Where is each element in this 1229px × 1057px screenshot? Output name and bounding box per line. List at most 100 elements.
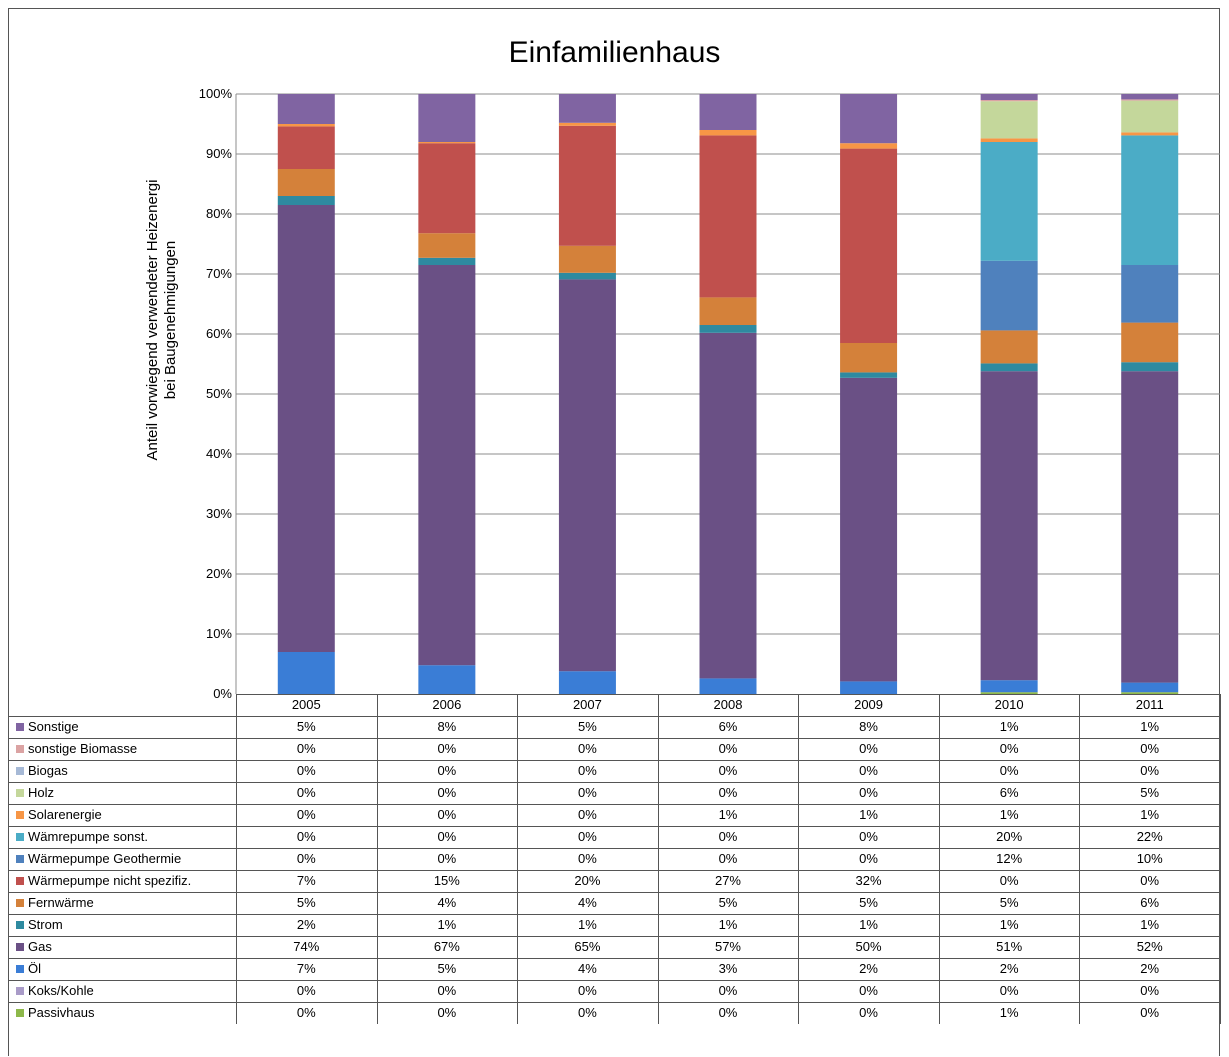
bar-segment (980, 260, 1038, 331)
bar-segment (1121, 135, 1179, 265)
data-label: 0% (437, 983, 457, 998)
bar-segment (840, 372, 898, 378)
legend-entry: Biogas (12, 760, 68, 782)
data-label: 74% (293, 939, 320, 954)
bar-segment (699, 94, 757, 130)
legend-label: Strom (28, 917, 63, 932)
data-label: 0% (718, 1005, 738, 1020)
data-label: 2% (859, 961, 878, 976)
data-label: 5% (296, 719, 316, 734)
bar-segment (1121, 265, 1179, 323)
data-label: 0% (578, 785, 597, 800)
bar-segment (418, 94, 476, 142)
bar-segment (980, 100, 1038, 102)
legend-swatch (16, 854, 24, 863)
bar-segment (558, 125, 616, 246)
legend-label: Solarenergie (28, 807, 102, 822)
legend-entry: Öl (12, 958, 41, 980)
data-label: 0% (437, 763, 457, 778)
bar-segment (980, 330, 1038, 364)
data-label: 52% (1136, 939, 1163, 954)
legend-label: Wärmepumpe Geothermie (28, 851, 182, 866)
data-label: 1% (718, 917, 738, 932)
bar-segment (980, 363, 1038, 372)
data-label: 2% (1140, 961, 1160, 976)
data-label: 0% (859, 983, 878, 998)
data-label: 32% (855, 873, 882, 888)
bar-segment (418, 142, 476, 144)
data-label: 0% (859, 763, 878, 778)
data-label: 0% (718, 829, 738, 844)
legend-label: Koks/Kohle (28, 983, 94, 998)
x-tick-label: 2006 (432, 697, 462, 712)
data-label: 0% (1140, 1005, 1160, 1020)
x-tick-label: 2005 (291, 697, 321, 712)
data-label: 0% (437, 807, 457, 822)
data-label: 1% (999, 917, 1019, 932)
legend-entry: Fernwärme (12, 892, 94, 914)
bar-segment (980, 101, 1038, 139)
bar-segment (558, 279, 616, 672)
data-label: 1% (1140, 807, 1160, 822)
data-label: 0% (1140, 741, 1160, 756)
data-label: 0% (296, 741, 316, 756)
bar-segment (980, 138, 1038, 142)
bar-segment (1121, 322, 1179, 363)
data-label: 2% (296, 917, 316, 932)
bar-segment (277, 169, 335, 196)
x-tick-label: 2009 (854, 697, 884, 712)
data-label: 67% (433, 939, 460, 954)
data-label: 7% (296, 873, 316, 888)
legend-label: Biogas (28, 763, 68, 778)
data-label: 0% (1140, 873, 1160, 888)
chart-title: Einfamilienhaus (508, 36, 721, 69)
legend-entry: Passivhaus (12, 1002, 94, 1024)
data-label: 0% (859, 741, 878, 756)
legend-swatch (16, 722, 24, 731)
data-label: 0% (718, 741, 738, 756)
data-label: 4% (578, 961, 597, 976)
data-label: 12% (996, 851, 1023, 866)
data-label: 0% (999, 741, 1019, 756)
bar-segment (277, 205, 335, 652)
data-label: 51% (996, 939, 1023, 954)
legend-label: Wärmepumpe nicht spezifiz. (28, 873, 192, 888)
legend-label: Gas (28, 939, 52, 954)
data-label: 6% (718, 719, 738, 734)
data-label: 50% (855, 939, 882, 954)
bar-segment (558, 272, 616, 280)
data-label: 6% (1140, 895, 1160, 910)
bar-segment (840, 143, 898, 149)
bar-segment (699, 678, 757, 694)
data-label: 0% (718, 785, 738, 800)
bar-segment (699, 130, 757, 136)
bar-segment (558, 245, 616, 273)
data-label: 0% (859, 1005, 878, 1020)
y-tick-label: 80% (205, 206, 232, 221)
data-label: 0% (578, 741, 597, 756)
legend-label: Öl (28, 961, 41, 976)
legend-swatch (16, 986, 24, 995)
legend-swatch (16, 810, 24, 819)
legend-swatch (16, 1008, 24, 1017)
legend-entry: sonstige Biomasse (12, 738, 137, 760)
y-axis-label-line-1: Anteil vorwiegend verwendeter Heizenergi (144, 179, 161, 461)
bar-segment (980, 692, 1038, 694)
y-tick-label: 70% (205, 266, 232, 281)
y-tick-label: 90% (205, 146, 232, 161)
legend-swatch (16, 942, 24, 951)
data-label: 1% (859, 807, 878, 822)
data-label: 0% (437, 1005, 457, 1020)
data-label: 0% (859, 785, 878, 800)
bar-segment (418, 257, 476, 265)
bar-segment (980, 142, 1038, 261)
bar-segment (980, 94, 1038, 100)
data-label: 57% (714, 939, 741, 954)
x-tick-label: 2010 (994, 697, 1024, 712)
legend-swatch (16, 832, 24, 841)
y-tick-label: 40% (205, 446, 232, 461)
data-label: 5% (999, 895, 1019, 910)
data-label: 0% (578, 763, 597, 778)
legend-entry: Wärmepumpe Geothermie (12, 848, 181, 870)
